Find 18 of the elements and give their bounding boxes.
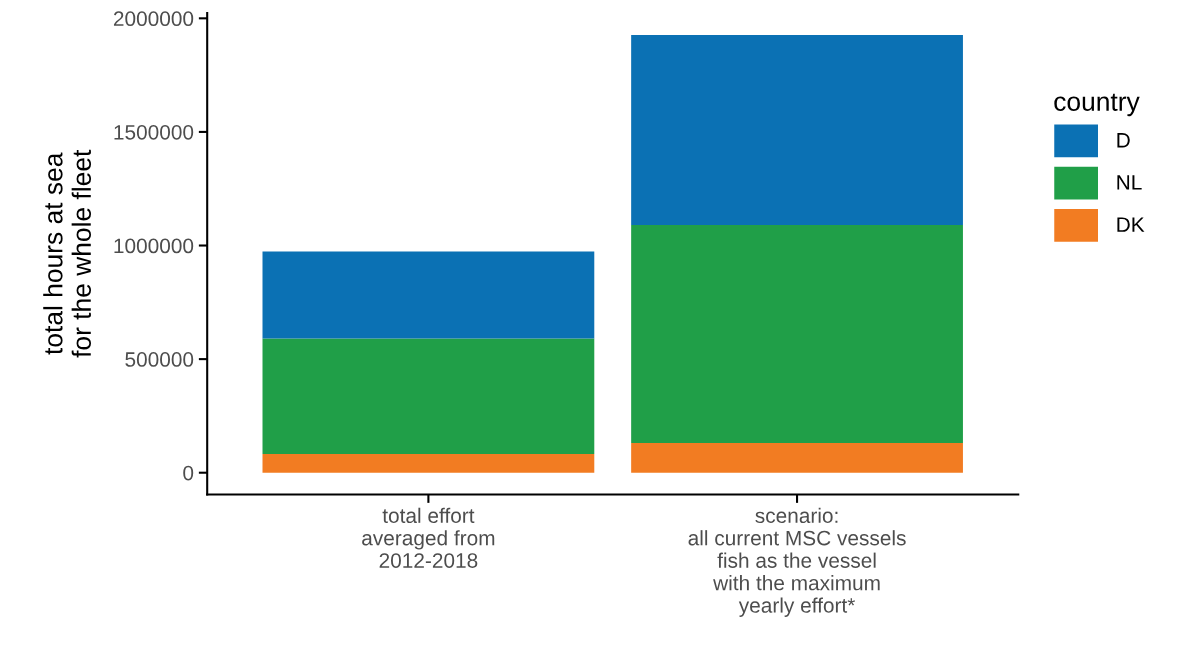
bar (262, 251, 595, 339)
bar (631, 34, 963, 226)
y-tick-label: 1000000 (114, 238, 194, 254)
y-tick-label: 500000 (125, 352, 194, 367)
legend-label: NL (1117, 175, 1142, 190)
bar (262, 338, 595, 455)
x-tick-label: total effort averaged from 2012-2018 (362, 507, 495, 568)
bar (631, 442, 963, 473)
bar (631, 225, 963, 443)
y-tick-label: 0 (183, 465, 194, 481)
x-tick-label: scenario: all current MSC vessels fish as the vessel with the maximum yearly effort* (688, 507, 906, 617)
legend-title: country (1054, 93, 1140, 117)
legend-label: D (1117, 133, 1130, 148)
y-tick-label: 1500000 (114, 124, 194, 140)
y-tick-label: 2000000 (113, 11, 194, 27)
y-axis-title: total hours at sea for the whole fleet (43, 149, 92, 358)
legend-label: DK (1117, 217, 1145, 232)
bar (262, 454, 595, 473)
